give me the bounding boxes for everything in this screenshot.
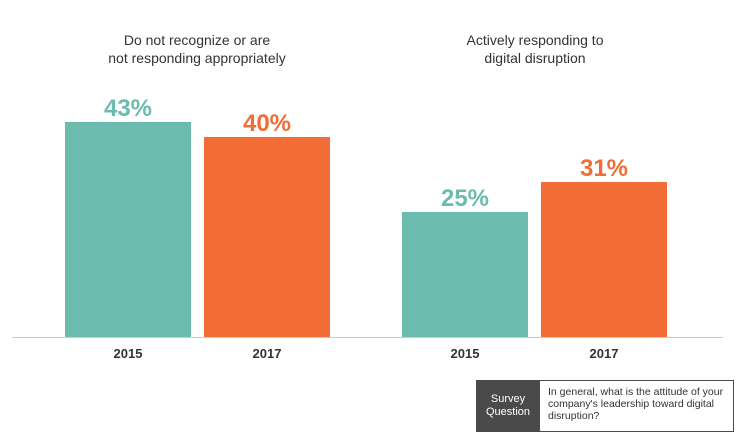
survey-label-line: Question — [485, 406, 531, 418]
bar — [402, 212, 528, 337]
group-title-line: digital disruption — [484, 50, 586, 66]
bar — [541, 182, 667, 337]
group-title-line: Do not recognize or are — [123, 32, 271, 48]
group-title-line: Actively responding to — [466, 32, 604, 48]
x-tick-label: 2015 — [451, 346, 480, 361]
x-tick-label: 2017 — [590, 346, 619, 361]
survey-label-line: Survey — [490, 393, 526, 405]
survey-question-box: Survey Question In general, what is the … — [476, 380, 734, 432]
group-title-line: not responding appropriately — [108, 50, 286, 66]
data-label: 43% — [104, 95, 152, 122]
group-title-not-responding: Do not recognize or are not responding a… — [47, 31, 347, 67]
data-label: 40% — [243, 110, 291, 137]
survey-question-text: In general, what is the attitude of your… — [540, 380, 734, 432]
data-label: 25% — [441, 185, 489, 212]
bar — [65, 122, 191, 337]
data-label: 31% — [580, 155, 628, 182]
x-tick-label: 2015 — [114, 346, 143, 361]
bar — [204, 137, 330, 337]
x-tick-label: 2017 — [253, 346, 282, 361]
survey-question-label: Survey Question — [476, 380, 540, 432]
group-title-actively-responding: Actively responding to digital disruptio… — [385, 31, 685, 67]
